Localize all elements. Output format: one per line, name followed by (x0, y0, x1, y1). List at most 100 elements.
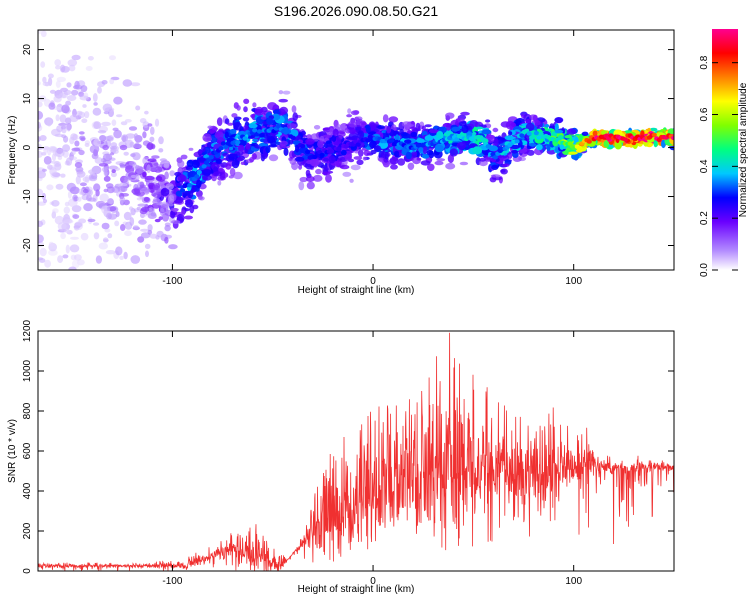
spectrogram-cell (63, 206, 70, 214)
spectrogram-cell (212, 171, 223, 177)
spectrogram-cell (405, 151, 412, 160)
spectrogram-cell (43, 156, 52, 165)
spectrogram-cell (184, 215, 193, 220)
spectrogram-cell (118, 183, 128, 187)
spectrogram-cell (164, 171, 169, 180)
spectrogram-cell (458, 120, 467, 127)
spectrogram-cell (55, 183, 64, 190)
spectrogram-cell (420, 160, 431, 166)
spectrogram-cell (322, 134, 333, 138)
spectrogram-cell (445, 162, 456, 170)
spectrogram-cell (47, 147, 52, 156)
spectrogram-cell (339, 164, 350, 170)
spectrogram-cell (315, 168, 322, 175)
spectrogram-peak-cell (235, 140, 241, 145)
spectrogram-cell (38, 143, 42, 148)
spectrogram-peak-cell (577, 145, 583, 151)
spectrogram-cell (69, 114, 79, 123)
spectrogram-cell (65, 157, 73, 166)
spectrogram-cell (388, 116, 399, 123)
spectrogram-cell (95, 255, 102, 264)
spectrogram-peak-cell (480, 137, 486, 142)
spectrogram-cell (332, 128, 339, 137)
spectrogram-cell (488, 145, 498, 152)
spectrogram-cell (169, 170, 175, 177)
spectrogram-cell (566, 139, 574, 143)
colorbar-ticks: 0.0 0.2 0.4 0.6 0.8 (699, 55, 738, 277)
spectrogram-cell (81, 118, 88, 123)
spectrogram-cell (340, 149, 347, 156)
spectrogram-cell (491, 164, 499, 170)
spectrogram-cell (206, 142, 212, 149)
spectrogram-cell (389, 156, 399, 165)
spectrogram-peak-cell (365, 138, 371, 143)
spectrogram-cell (279, 140, 288, 146)
spectrogram-peak-cell (223, 144, 229, 149)
colorbar-gradient (712, 29, 738, 270)
spectrogram-cell (71, 54, 81, 61)
spectrogram-cell (176, 213, 185, 223)
spectrogram-cell (71, 147, 81, 152)
spectrogram-cell (135, 173, 140, 181)
spectrogram-cell (436, 131, 444, 140)
spectrogram-cell (178, 197, 186, 201)
spectrogram-cell (68, 64, 76, 72)
spectrogram-cell (48, 241, 54, 247)
spectrogram-cell (459, 161, 469, 166)
spectrogram-marks (38, 30, 674, 270)
spectrogram-cell (72, 214, 80, 220)
spectrogram-cell (70, 150, 76, 155)
spectrogram-cell (129, 206, 134, 211)
spectrogram-cell (229, 128, 237, 135)
spectrogram-cell (505, 120, 515, 130)
spectrogram-cell (359, 120, 367, 128)
spectrogram-cell (416, 138, 425, 143)
spectrogram-cell (254, 106, 264, 116)
spectrogram-cell (147, 158, 157, 162)
spectrogram-cell (479, 157, 486, 162)
spectrogram-y-ticks: -20 -10 0 10 20 (22, 44, 674, 253)
y-tick-label: 400 (22, 482, 33, 499)
spectrogram-cell (101, 222, 110, 230)
spectrogram-cell (124, 119, 132, 123)
spectrogram-cell (357, 130, 365, 140)
colorbar-tick-label: 0.6 (699, 107, 710, 121)
spectrogram-cell (51, 210, 57, 219)
spectrogram-cell (260, 116, 267, 120)
spectrogram-cell (217, 180, 222, 186)
spectrogram-cell (130, 82, 141, 87)
spectrogram-cell (119, 196, 126, 204)
spectrogram-cell (449, 148, 458, 157)
colorbar-tick-label: 0.0 (699, 263, 710, 277)
spectrogram-peak-cell (208, 155, 214, 160)
snr-x-label: Height of straight line (km) (298, 584, 415, 595)
spectrogram-cell (54, 59, 61, 67)
spectrogram-cell (275, 141, 281, 145)
spectrogram-cell (74, 162, 83, 168)
spectrogram-cell (106, 198, 114, 205)
spectrogram-cell (536, 144, 543, 151)
spectrogram-cell (325, 140, 332, 145)
spectrogram-peak-cell (519, 133, 525, 138)
spectrogram-cell (434, 144, 444, 153)
spectrogram-cell (40, 30, 47, 38)
spectrogram-cell (102, 103, 113, 113)
spectrogram-cell (87, 218, 96, 223)
spectrogram-cell (47, 73, 54, 79)
spectrogram-cell (568, 151, 578, 155)
spectrogram-cell (147, 123, 153, 127)
colorbar-tick-label: 0.4 (699, 159, 710, 173)
spectrogram-cell (228, 146, 234, 151)
spectrogram-cell (336, 131, 346, 138)
spectrogram-cell (150, 126, 155, 135)
spectrogram-cell (156, 230, 164, 238)
spectrogram-cell (43, 147, 49, 154)
spectrogram-cell (236, 157, 244, 162)
spectrogram-cell (207, 125, 213, 129)
spectrogram-cell (122, 135, 127, 143)
spectrogram-cell (202, 174, 212, 181)
spectrogram-cell (120, 184, 128, 193)
spectrogram-cell (38, 188, 44, 196)
y-tick-label: 200 (22, 522, 33, 539)
